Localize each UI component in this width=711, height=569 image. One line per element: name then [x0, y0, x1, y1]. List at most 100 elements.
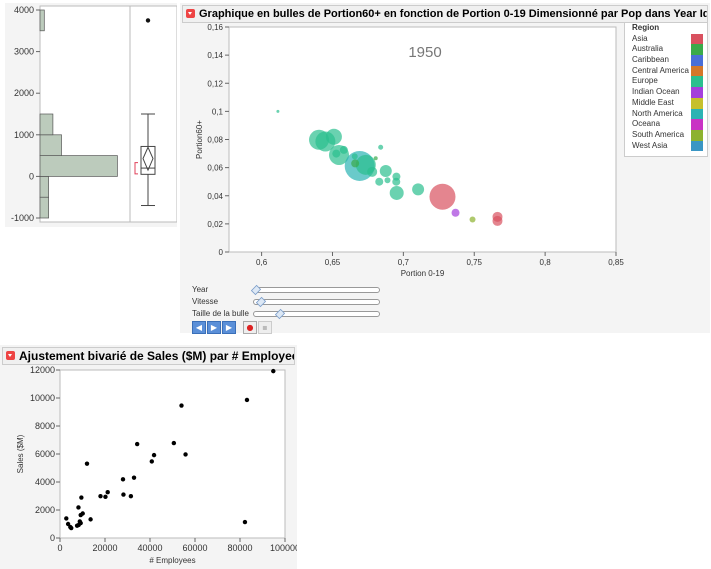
data-point: [69, 525, 74, 531]
data-point: [105, 490, 110, 495]
y-tick-label: 0,06: [207, 164, 223, 173]
data-point: [103, 494, 108, 500]
bubble-australia: [373, 156, 378, 161]
x-tick-label: 0,8: [540, 258, 552, 267]
y-axis-label: Sales ($M): [16, 434, 25, 473]
legend-label: Middle East: [632, 97, 674, 107]
x-tick-label: 0,65: [325, 258, 341, 267]
y-tick-label: 0,04: [207, 192, 223, 201]
speed-label: Vitesse: [192, 297, 219, 306]
speed-slider[interactable]: [253, 296, 380, 308]
x-tick-label: 40000: [137, 543, 162, 553]
data-point: [121, 492, 126, 497]
y-axis-label: Portion60+: [195, 120, 204, 159]
y-tick-label: 12000: [30, 365, 55, 375]
legend-item[interactable]: Australia: [625, 44, 707, 56]
y-tick-label: 0,12: [207, 79, 223, 88]
y-tick-label: 0: [29, 171, 34, 181]
bubble-europe: [379, 165, 392, 177]
x-tick-label: 80000: [227, 543, 252, 553]
legend-item[interactable]: West Asia: [625, 140, 707, 152]
data-point: [128, 493, 134, 499]
data-point: [120, 477, 126, 482]
bivariate-title[interactable]: Ajustement bivarié de Sales ($M) par # E…: [2, 347, 295, 365]
legend-item[interactable]: Indian Ocean: [625, 87, 707, 98]
slider-thumb[interactable]: [255, 296, 266, 308]
legend: Region Asia Australia Caribbean Central Ame…: [624, 22, 708, 157]
bivariate-panel: Ajustement bivarié de Sales ($M) par # E…: [0, 345, 297, 569]
play-button[interactable]: ▶: [207, 321, 221, 334]
legend-label: North America: [632, 108, 683, 118]
data-point: [84, 461, 90, 466]
data-point: [151, 452, 157, 458]
bubble-panel: Graphique en bulles de Portion60+ en fon…: [180, 3, 710, 334]
x-tick-label: 0,75: [466, 258, 482, 267]
red-triangle-menu-icon[interactable]: [186, 9, 195, 18]
year-slider[interactable]: [250, 284, 380, 296]
y-tick-label: 0: [50, 533, 55, 543]
distribution-panel: 4000 3000 2000 1000 0 -1000: [5, 3, 178, 227]
x-tick-label: 0,7: [398, 258, 410, 267]
x-tick-label: 20000: [92, 543, 117, 553]
legend-label: Central America: [632, 65, 689, 75]
year-label: Year: [192, 285, 209, 294]
bubble-size-label: Taille de la bulle: [192, 309, 249, 318]
data-point: [79, 495, 84, 500]
legend-item[interactable]: North America: [625, 108, 707, 120]
scatter-chart: 0 2000 4000 6000 8000 10000 12000 0 20000 40000 60…: [16, 365, 297, 565]
bubble-europe: [384, 177, 391, 184]
y-tick-label: 10000: [30, 393, 55, 403]
legend-swatch: [691, 129, 703, 141]
data-point: [242, 519, 248, 525]
data-point: [131, 475, 137, 480]
step-back-button[interactable]: ◀: [192, 321, 206, 334]
data-point: [244, 397, 250, 403]
legend-item[interactable]: Middle East: [625, 97, 707, 109]
legend-item[interactable]: Central America: [625, 65, 707, 77]
data-point: [80, 511, 85, 516]
legend-label: Europe: [632, 76, 658, 86]
bubble-south-america: [469, 216, 476, 223]
legend-swatch: [691, 119, 703, 130]
red-triangle-menu-icon[interactable]: [6, 351, 15, 360]
x-axis-label: Portion 0-19: [401, 269, 445, 278]
bubble-size-slider[interactable]: [253, 308, 380, 320]
x-tick-label: 100000: [270, 543, 297, 553]
legend-item[interactable]: South America: [625, 129, 707, 141]
mean-diamond: [142, 146, 154, 172]
data-point: [76, 505, 81, 510]
legend-label: Indian Ocean: [632, 87, 680, 97]
data-point: [171, 440, 177, 446]
legend-swatch: [691, 140, 703, 152]
legend-swatch: [691, 33, 703, 45]
bubble-europe: [392, 177, 401, 186]
legend-item[interactable]: Oceana: [625, 119, 707, 130]
bubble-australia: [351, 159, 360, 168]
bubble-europe: [367, 166, 378, 177]
bubble-europe: [276, 109, 280, 113]
bubble-asia: [492, 215, 503, 226]
legend-label: South America: [632, 129, 685, 139]
legend-label: West Asia: [632, 140, 668, 150]
record-button[interactable]: ●: [243, 321, 257, 334]
x-tick-label: 0: [57, 543, 62, 553]
data-point: [98, 493, 103, 499]
bubble-europe: [378, 144, 384, 150]
data-point: [134, 441, 140, 447]
data-point: [88, 517, 93, 522]
histogram-bar: [39, 196, 49, 219]
legend-item[interactable]: Caribbean: [625, 55, 707, 66]
legend-swatch: [691, 65, 703, 77]
step-forward-button[interactable]: ▶: [222, 321, 236, 334]
legend-item[interactable]: Europe: [625, 76, 707, 88]
histogram-bar: [39, 134, 62, 156]
legend-item[interactable]: Asia: [625, 33, 707, 45]
slider-thumb[interactable]: [274, 308, 286, 320]
year-label: 1950: [408, 44, 441, 61]
legend-title: Region: [632, 23, 660, 32]
bubble-title[interactable]: Graphique en bulles de Portion60+ en fon…: [182, 5, 708, 23]
y-tick-label: -1000: [11, 213, 34, 223]
save-icon[interactable]: ▪: [258, 321, 272, 334]
bubble-europe: [351, 153, 358, 160]
y-tick-label: 2000: [14, 88, 34, 98]
